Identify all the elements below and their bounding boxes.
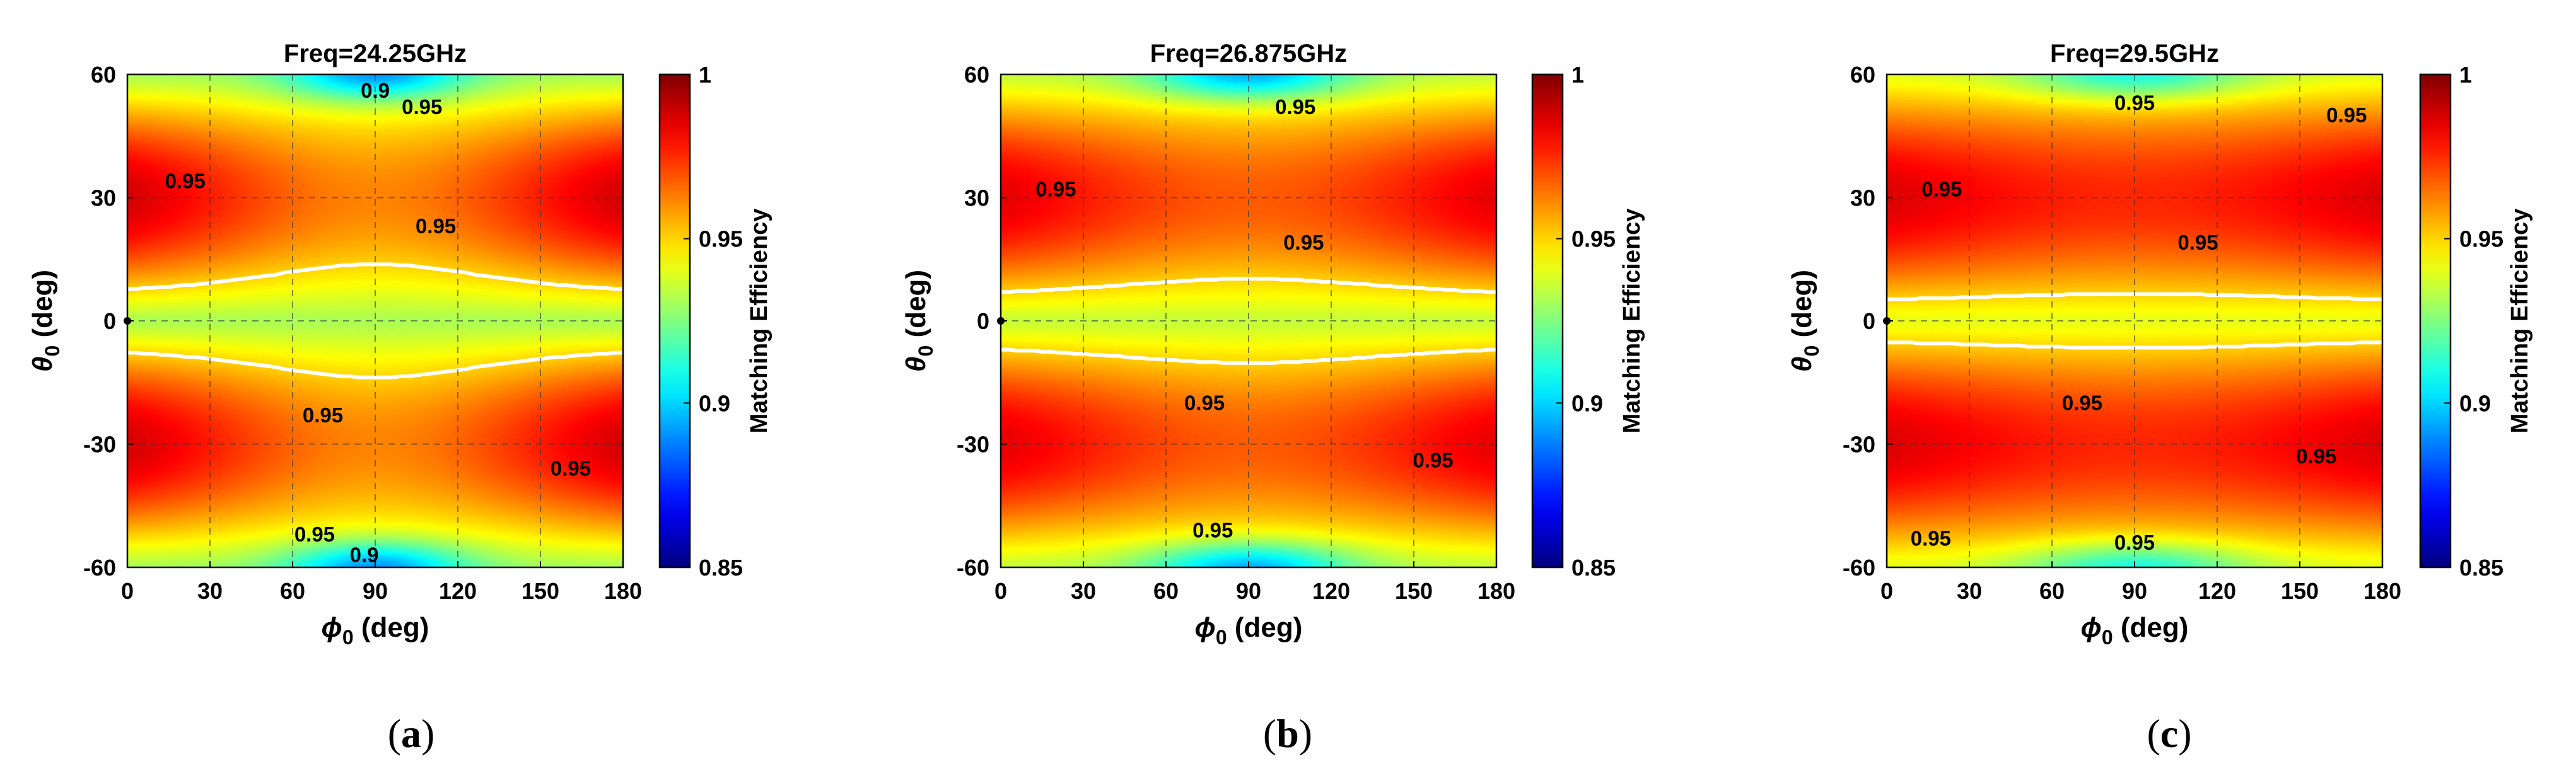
contour-label: 0.95 bbox=[2114, 91, 2155, 115]
x-axis-label: ϕ0 (deg) bbox=[2081, 612, 2189, 649]
panel-title: Freq=24.25GHz bbox=[284, 40, 467, 67]
x-tick-label: 150 bbox=[2281, 578, 2319, 604]
colorbar-tick-label: 0.95 bbox=[699, 226, 743, 252]
y-tick-label: -60 bbox=[957, 555, 989, 581]
panel-caption: (a) bbox=[388, 711, 435, 756]
colorbar-tick-label: 0.9 bbox=[2459, 390, 2491, 416]
contour-label: 0.95 bbox=[165, 169, 206, 192]
x-tick-label: 60 bbox=[280, 578, 305, 604]
panel-title: Freq=29.5GHz bbox=[2050, 40, 2219, 67]
y-axis-label: θ0 (deg) bbox=[900, 270, 937, 372]
x-tick-label: 0 bbox=[121, 578, 134, 604]
contour-label: 0.95 bbox=[551, 457, 591, 480]
colorbar-label: Matching Efficiency bbox=[746, 209, 772, 434]
x-tick-label: 90 bbox=[363, 578, 388, 604]
panel-title: Freq=26.875GHz bbox=[1150, 40, 1347, 67]
colorbar-tick-label: 1 bbox=[699, 62, 711, 88]
x-tick-label: 0 bbox=[1880, 578, 1893, 604]
y-tick-label: 60 bbox=[1850, 62, 1875, 88]
y-axis-label: θ0 (deg) bbox=[1786, 270, 1823, 372]
y-tick-label: -30 bbox=[1843, 432, 1875, 458]
contour-label: 0.95 bbox=[1184, 391, 1225, 414]
colorbar-tick-label: 1 bbox=[1571, 62, 1584, 88]
y-tick-label: 0 bbox=[977, 308, 989, 334]
contour-label: 0.95 bbox=[1283, 231, 1324, 254]
x-tick-label: 60 bbox=[1153, 578, 1179, 604]
panel-a: 0.9 0.95 0.95 0.95 0.95 0.95 0.95 0.9 0 30 60 90 120… bbox=[27, 40, 772, 756]
colorbar-tick-label: 0.9 bbox=[699, 390, 730, 416]
colorbar bbox=[1531, 73, 1564, 569]
y-axis-label: θ0 (deg) bbox=[27, 270, 64, 372]
colorbar bbox=[2419, 73, 2452, 569]
contour-label: 0.95 bbox=[1413, 449, 1453, 472]
x-tick-label: 180 bbox=[604, 578, 642, 604]
contour-label: 0.9 bbox=[361, 79, 390, 102]
colorbar-label: Matching Efficiency bbox=[1619, 209, 1645, 434]
panel-b: 0.95 0.95 0.95 0.95 0.95 0.95 0 30 60 90 120 150 180… bbox=[900, 40, 1645, 756]
y-tick-label: 0 bbox=[1863, 308, 1875, 334]
x-tick-label: 150 bbox=[522, 578, 559, 604]
contour-label: 0.95 bbox=[1192, 518, 1233, 541]
y-tick-label: 60 bbox=[964, 62, 989, 88]
y-tick-label: -60 bbox=[83, 555, 116, 581]
contour-label: 0.95 bbox=[2326, 103, 2367, 127]
contour-label: 0.95 bbox=[402, 95, 442, 119]
contour-label: 0.9 bbox=[350, 543, 379, 566]
y-tick-label: 30 bbox=[964, 185, 989, 211]
x-tick-label: 120 bbox=[439, 578, 477, 604]
x-axis-label: ϕ0 (deg) bbox=[1195, 612, 1303, 649]
colorbar-tick-label: 0.85 bbox=[1571, 555, 1616, 581]
contour-label: 0.95 bbox=[2114, 531, 2155, 554]
panel-caption: (b) bbox=[1263, 711, 1312, 756]
contour-label: 0.95 bbox=[416, 214, 456, 238]
contour-label: 0.95 bbox=[294, 523, 335, 546]
contour-label: 0.95 bbox=[1275, 95, 1315, 119]
colorbar-tick-label: 0.85 bbox=[699, 555, 743, 581]
contour-label: 0.95 bbox=[1911, 526, 1951, 550]
x-tick-label: 30 bbox=[1957, 578, 1982, 604]
y-tick-label: 30 bbox=[91, 185, 116, 211]
contour-label: 0.95 bbox=[2062, 391, 2102, 414]
x-tick-label: 120 bbox=[1312, 578, 1350, 604]
contour-label: 0.95 bbox=[2296, 444, 2336, 468]
contour-label: 0.95 bbox=[1035, 177, 1076, 200]
y-tick-label: -60 bbox=[1843, 555, 1875, 581]
contour-label: 0.95 bbox=[1921, 177, 1962, 200]
colorbar-tick-label: 0.9 bbox=[1571, 390, 1603, 416]
y-tick-label: 60 bbox=[91, 62, 116, 88]
x-tick-label: 30 bbox=[197, 578, 223, 604]
y-tick-label: -30 bbox=[83, 432, 116, 458]
panel-caption: (c) bbox=[2147, 711, 2191, 756]
x-tick-label: 0 bbox=[994, 578, 1007, 604]
x-tick-label: 60 bbox=[2039, 578, 2065, 604]
colorbar-tick-label: 0.95 bbox=[2459, 226, 2503, 252]
colorbar bbox=[658, 73, 691, 569]
x-tick-label: 90 bbox=[2122, 578, 2147, 604]
x-tick-label: 120 bbox=[2198, 578, 2236, 604]
colorbar-tick-label: 1 bbox=[2459, 62, 2472, 88]
x-tick-label: 90 bbox=[1236, 578, 1261, 604]
y-tick-label: 30 bbox=[1850, 185, 1875, 211]
colorbar-tick-label: 0.95 bbox=[1571, 226, 1616, 252]
y-tick-label: -30 bbox=[957, 432, 989, 458]
colorbar-label: Matching Efficiency bbox=[2507, 209, 2533, 434]
x-tick-label: 30 bbox=[1071, 578, 1096, 604]
panel-c: 0.95 0.95 0.95 0.95 0.95 0.95 0.95 0.95 0 30 60 90 1… bbox=[1786, 40, 2533, 756]
x-tick-label: 150 bbox=[1395, 578, 1433, 604]
x-tick-label: 180 bbox=[1477, 578, 1515, 604]
x-tick-label: 180 bbox=[2363, 578, 2401, 604]
x-axis-label: ϕ0 (deg) bbox=[322, 612, 429, 649]
contour-label: 0.95 bbox=[303, 403, 343, 427]
y-tick-label: 0 bbox=[103, 308, 116, 334]
contour-label: 0.95 bbox=[2177, 231, 2218, 254]
colorbar-tick-label: 0.85 bbox=[2459, 555, 2503, 581]
